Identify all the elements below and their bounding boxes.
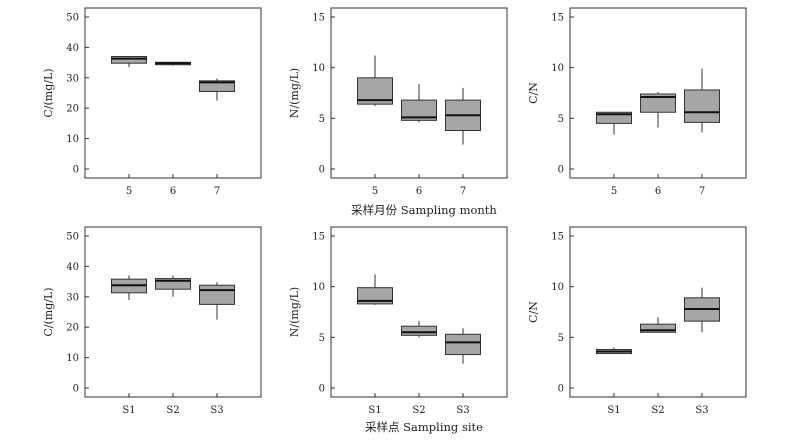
panel-frame — [84, 7, 262, 179]
y-tick-label: 20 — [66, 104, 79, 115]
y-tick-label: 10 — [66, 134, 79, 145]
x-tick-label: S1 — [368, 405, 381, 416]
y-axis-label: C/N — [527, 301, 540, 323]
y-tick-label: 10 — [551, 63, 564, 74]
box-S2 — [155, 275, 191, 297]
y-tick-label: 40 — [66, 43, 79, 54]
y-tick-label: 5 — [319, 333, 325, 344]
panel-5: 0 5 10 15 N/(mg/L) S1 S2 S3 — [288, 226, 508, 416]
y-tick-label: 40 — [66, 262, 79, 273]
panel-frame — [84, 226, 262, 398]
box-6 — [155, 61, 191, 66]
y-tick-label: 0 — [558, 384, 564, 395]
x-tick-label: S1 — [607, 405, 620, 416]
iqr-box — [640, 323, 676, 333]
box-7 — [445, 87, 481, 145]
box-S3 — [199, 282, 235, 320]
y-tick-label: 10 — [312, 63, 325, 74]
y-tick-label: 15 — [551, 232, 564, 243]
y-axis-label: C/(mg/L) — [42, 287, 55, 336]
y-tick-label: 30 — [66, 292, 79, 303]
panel-6: 0 5 10 15 C/N S1 S2 S3 — [527, 226, 747, 416]
y-tick-label: 5 — [558, 333, 564, 344]
box-6 — [401, 83, 437, 123]
box-S3 — [684, 287, 720, 333]
iqr-box — [199, 284, 235, 305]
x-tick-label: 6 — [170, 186, 176, 197]
iqr-box — [199, 80, 235, 92]
x-tick-label: S1 — [122, 405, 135, 416]
panel-3: 0 5 10 15 C/N 5 6 7 — [527, 7, 747, 197]
y-axis-label: C/N — [527, 82, 540, 104]
iqr-box — [401, 325, 437, 336]
box-5 — [596, 111, 632, 135]
x-tick-label: 5 — [611, 186, 617, 197]
iqr-box — [401, 99, 437, 121]
y-tick-label: 30 — [66, 73, 79, 84]
y-tick-label: 0 — [73, 384, 79, 395]
panel-1: 0 10 20 30 40 50 C/(mg/L) 5 6 7 — [42, 7, 262, 197]
y-tick-label: 5 — [319, 114, 325, 125]
x-tick-label: S2 — [412, 405, 425, 416]
y-tick-label: 50 — [66, 232, 79, 243]
x-tick-label: 7 — [460, 186, 466, 197]
box-7 — [199, 78, 235, 101]
x-tick-label: S3 — [210, 405, 223, 416]
box-S2 — [640, 317, 676, 333]
y-tick-label: 0 — [558, 165, 564, 176]
x-tick-label: 6 — [416, 186, 422, 197]
x-tick-label: S3 — [695, 405, 708, 416]
box-S2 — [401, 321, 437, 338]
iqr-box — [684, 89, 720, 123]
box-5 — [111, 56, 147, 68]
y-axis-label: N/(mg/L) — [288, 287, 301, 337]
y-tick-label: 10 — [66, 353, 79, 364]
row1-xlabel: 采样月份 Sampling month — [351, 203, 497, 217]
x-tick-label: S2 — [651, 405, 664, 416]
iqr-box — [111, 56, 147, 64]
y-axis-label: C/(mg/L) — [42, 68, 55, 117]
box-5 — [357, 55, 393, 107]
y-tick-label: 10 — [551, 282, 564, 293]
y-tick-label: 15 — [312, 232, 325, 243]
y-tick-label: 50 — [66, 13, 79, 24]
x-tick-label: 6 — [655, 186, 661, 197]
iqr-box — [155, 278, 191, 290]
y-tick-label: 10 — [312, 282, 325, 293]
y-tick-label: 15 — [551, 13, 564, 24]
y-tick-label: 20 — [66, 323, 79, 334]
iqr-box — [445, 333, 481, 356]
box-S1 — [596, 347, 632, 355]
panel-2: 0 5 10 15 N/(mg/L) 5 6 7 — [288, 7, 508, 197]
x-tick-label: 7 — [214, 186, 220, 197]
box-6 — [640, 91, 676, 128]
y-tick-label: 0 — [319, 165, 325, 176]
y-tick-label: 0 — [73, 165, 79, 176]
row2-xlabel: 采样点 Sampling site — [365, 420, 483, 434]
y-axis-label: N/(mg/L) — [288, 68, 301, 118]
x-tick-label: S2 — [166, 405, 179, 416]
x-tick-label: 5 — [372, 186, 378, 197]
panel-4: 0 10 20 30 40 50 C/(mg/L) S1 S2 S3 — [42, 226, 262, 416]
panel-frame — [330, 226, 508, 398]
box-S3 — [445, 328, 481, 364]
y-tick-label: 15 — [312, 13, 325, 24]
box-S1 — [357, 274, 393, 305]
box-7 — [684, 68, 720, 133]
y-tick-label: 5 — [558, 114, 564, 125]
x-tick-label: 7 — [699, 186, 705, 197]
x-tick-label: 5 — [126, 186, 132, 197]
iqr-box — [640, 93, 676, 113]
box-S1 — [111, 275, 147, 300]
iqr-box — [357, 287, 393, 305]
x-tick-label: S3 — [456, 405, 469, 416]
y-tick-label: 0 — [319, 384, 325, 395]
iqr-box — [596, 111, 632, 124]
